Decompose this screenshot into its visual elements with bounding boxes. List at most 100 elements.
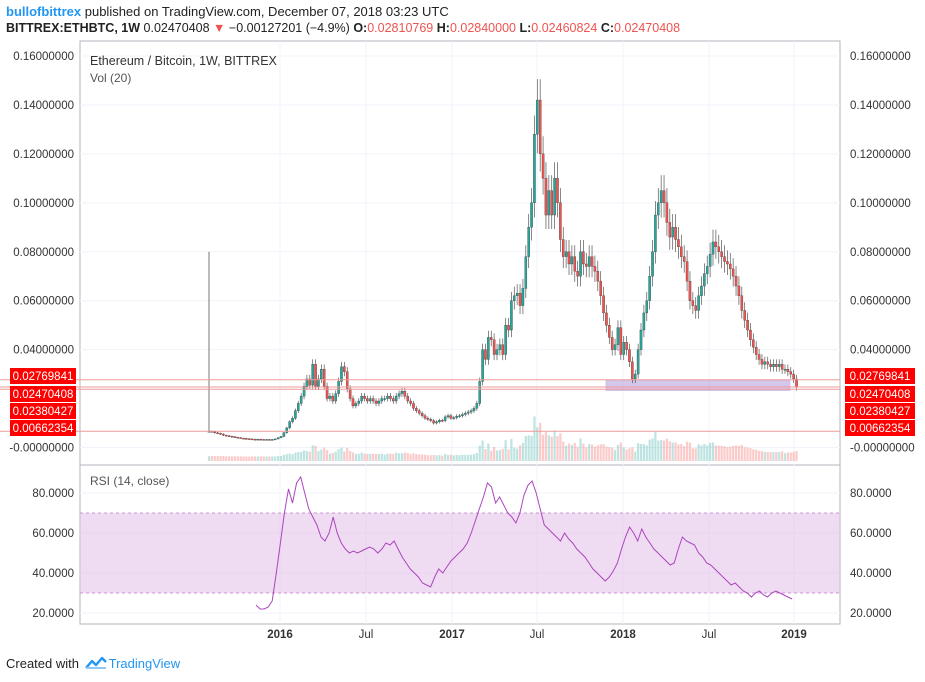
candle-body — [305, 378, 309, 387]
candle-body — [789, 371, 793, 375]
candle-body — [334, 393, 337, 402]
close-label: C: — [600, 21, 615, 35]
candle-body — [348, 388, 352, 399]
candle-body — [273, 438, 277, 441]
price-tick-left: 0.08000000 — [13, 247, 74, 259]
volume-bar — [703, 443, 706, 461]
candle-body — [576, 271, 579, 277]
candle-body — [633, 373, 637, 380]
rsi-tick-right: 60.0000 — [850, 528, 892, 540]
volume-bar — [357, 453, 360, 461]
volume-bar — [334, 451, 337, 461]
candle-body — [291, 417, 294, 422]
volume-bar — [717, 445, 720, 461]
candle-body — [242, 438, 245, 440]
candle-body — [521, 288, 525, 306]
volume-bar — [259, 456, 262, 461]
volume-bar — [677, 444, 680, 461]
volume-bar — [766, 452, 769, 461]
candle-body — [582, 251, 585, 265]
volume-bar — [222, 455, 225, 461]
publisher-name[interactable]: bullofbittrex — [6, 4, 82, 19]
volume-bar — [487, 443, 490, 461]
volume-bar — [559, 433, 562, 461]
volume-bar — [285, 454, 288, 461]
volume-bar — [521, 442, 525, 461]
candle-body — [786, 369, 790, 372]
candle-body — [536, 99, 539, 135]
candle-body — [492, 339, 496, 355]
volume-bar — [723, 446, 726, 461]
candle-body — [570, 256, 574, 265]
volume-bar — [544, 432, 548, 461]
candle-body — [458, 415, 461, 417]
volume-bar — [279, 456, 283, 461]
volume-bar — [789, 452, 792, 461]
candle-body — [602, 295, 605, 314]
candle-body — [469, 410, 473, 413]
tradingview-brand[interactable]: TradingView — [108, 656, 181, 671]
volume-bar — [631, 447, 634, 461]
volume-bar — [752, 449, 755, 461]
candle-body — [311, 364, 314, 386]
volume-bar — [421, 454, 424, 461]
candle-body — [464, 413, 467, 415]
volume-bar — [377, 453, 381, 461]
volume-bar — [423, 454, 427, 461]
volume-bar — [628, 448, 631, 461]
candle-body — [443, 416, 447, 421]
price-label-right-bg — [845, 403, 915, 419]
candle-body — [631, 361, 634, 380]
volume-bar — [709, 443, 712, 461]
volume-bar — [602, 444, 605, 461]
volume-bar — [783, 453, 787, 461]
candle-body — [415, 408, 418, 411]
candle-body — [377, 400, 381, 404]
volume-bar — [680, 444, 683, 461]
candle-body — [351, 398, 355, 407]
price-label-right-bg — [845, 420, 915, 436]
volume-bar — [429, 455, 432, 461]
candle-body — [455, 416, 458, 418]
candle-body — [628, 349, 631, 363]
candle-body — [481, 349, 484, 382]
volume-bar — [233, 456, 237, 461]
candle-body — [478, 381, 481, 404]
candle-body — [400, 391, 404, 394]
volume-bar — [504, 440, 507, 461]
candle-body — [671, 227, 674, 238]
candle-body — [245, 438, 248, 440]
price-tick-right: 0.10000000 — [850, 198, 911, 210]
candle-body — [354, 403, 358, 407]
time-tick-label: 2018 — [610, 629, 636, 641]
candle-body — [489, 337, 493, 340]
volume-bar — [645, 445, 648, 461]
volume-bar — [346, 447, 349, 461]
candle-body — [236, 437, 240, 439]
volume-bar — [383, 454, 386, 461]
candle-body — [420, 413, 424, 416]
candle-body — [700, 285, 703, 296]
candle-body — [703, 273, 706, 287]
candle-body — [449, 415, 453, 419]
candle-body — [599, 280, 602, 296]
volume-bar — [611, 447, 614, 461]
down-arrow-icon: ▼ — [213, 21, 226, 35]
volume-bar — [714, 445, 717, 461]
volume-bar — [409, 453, 412, 461]
candle-body — [475, 403, 479, 409]
volume-bar — [524, 435, 527, 461]
price-tick-right: 0.04000000 — [850, 345, 911, 357]
volume-bar — [340, 447, 343, 461]
volume-bar — [786, 452, 789, 461]
candle-body — [369, 398, 372, 402]
candle-body — [677, 239, 680, 248]
candle-body — [651, 251, 654, 277]
volume-bar — [616, 444, 620, 461]
publish-header: bullofbittrex published on TradingView.c… — [6, 4, 449, 19]
volume-bar — [625, 449, 628, 461]
volume-bar — [605, 446, 608, 461]
candle-body — [403, 391, 407, 397]
candle-body — [487, 337, 490, 360]
